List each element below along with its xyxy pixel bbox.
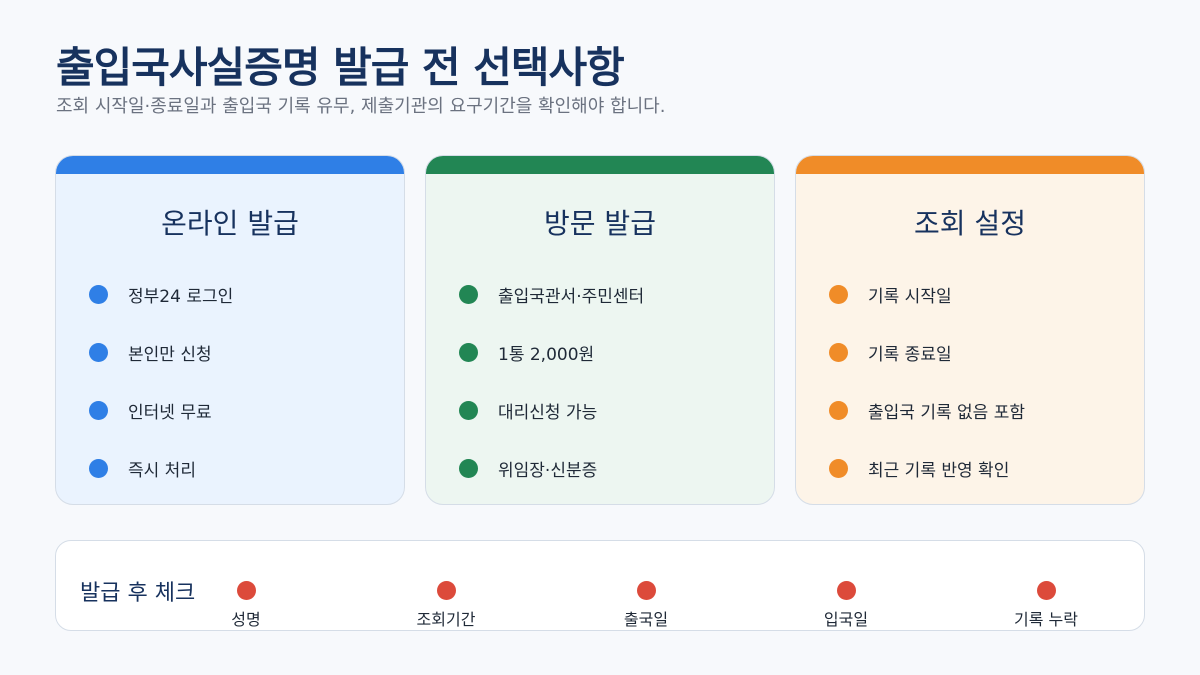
bullet-dot-icon bbox=[459, 284, 478, 304]
card-accent-bar bbox=[796, 156, 1144, 174]
bullet-dot-icon bbox=[459, 342, 478, 362]
list-item: 최근 기록 반영 확인 bbox=[829, 456, 1009, 481]
bullet-dot-icon bbox=[459, 458, 478, 478]
list-item: 정부24 로그인 bbox=[89, 282, 233, 307]
bullet-dot-icon bbox=[829, 400, 848, 420]
check-panel-title: 발급 후 체크 bbox=[80, 581, 196, 606]
post-issuance-check-panel: 발급 후 체크 성명 조회기간 출국일 입국일 기록 누락 bbox=[55, 540, 1145, 631]
list-item: 기록 시작일 bbox=[829, 282, 952, 307]
bullet-dot-icon bbox=[829, 284, 848, 304]
list-item: 출입국 기록 없음 포함 bbox=[829, 398, 1025, 423]
check-dot-icon bbox=[636, 581, 656, 600]
bullet-dot-icon bbox=[459, 400, 478, 420]
card-query-settings: 조회 설정 기록 시작일 기록 종료일 출입국 기록 없음 포함 최근 기록 반… bbox=[795, 155, 1145, 505]
check-dot-icon bbox=[236, 581, 256, 600]
card-accent-bar bbox=[426, 156, 774, 174]
list-item: 1통 2,000원 bbox=[459, 340, 594, 365]
bullet-dot-icon bbox=[89, 284, 108, 304]
card-online-issuance: 온라인 발급 정부24 로그인 본인만 신청 인터넷 무료 즉시 처리 bbox=[55, 155, 405, 505]
check-item: 성명 bbox=[186, 581, 306, 630]
card-visit-issuance: 방문 발급 출입국관서·주민센터 1통 2,000원 대리신청 가능 위임장·신… bbox=[425, 155, 775, 505]
card-accent-bar bbox=[56, 156, 404, 174]
check-dot-icon bbox=[836, 581, 856, 600]
list-item: 기록 종료일 bbox=[829, 340, 952, 365]
list-item: 대리신청 가능 bbox=[459, 398, 597, 423]
bullet-dot-icon bbox=[829, 342, 848, 362]
card-title: 방문 발급 bbox=[544, 207, 656, 240]
page-subtitle: 조회 시작일·종료일과 출입국 기록 유무, 제출기관의 요구기간을 확인해야 … bbox=[56, 96, 666, 117]
check-item: 입국일 bbox=[786, 581, 906, 630]
bullet-dot-icon bbox=[829, 458, 848, 478]
bullet-dot-icon bbox=[89, 400, 108, 420]
check-dot-icon bbox=[1036, 581, 1056, 600]
check-item: 출국일 bbox=[586, 581, 706, 630]
list-item: 즉시 처리 bbox=[89, 456, 196, 481]
check-item: 조회기간 bbox=[386, 581, 506, 630]
bullet-dot-icon bbox=[89, 458, 108, 478]
check-dot-icon bbox=[436, 581, 456, 600]
list-item: 출입국관서·주민센터 bbox=[459, 282, 644, 307]
bullet-dot-icon bbox=[89, 342, 108, 362]
list-item: 위임장·신분증 bbox=[459, 456, 597, 481]
list-item: 인터넷 무료 bbox=[89, 398, 212, 423]
check-item: 기록 누락 bbox=[986, 581, 1106, 630]
card-title: 조회 설정 bbox=[914, 207, 1026, 240]
card-title: 온라인 발급 bbox=[161, 207, 299, 240]
page-title: 출입국사실증명 발급 전 선택사항 bbox=[56, 43, 625, 92]
list-item: 본인만 신청 bbox=[89, 340, 212, 365]
